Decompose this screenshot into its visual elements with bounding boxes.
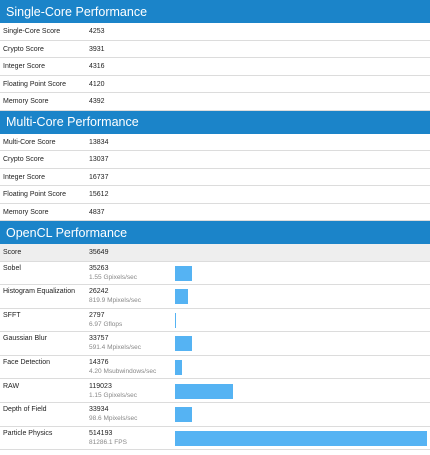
row-label: Integer Score (3, 173, 46, 181)
score-row: Multi-Core Score 13834 (0, 134, 430, 151)
score-bar (175, 312, 177, 328)
score-row: Integer Score 16737 (0, 169, 430, 186)
row-label: Crypto Score (3, 156, 44, 163)
row-score: 35649 (89, 249, 109, 256)
score-bar (175, 359, 183, 375)
score-bar (175, 265, 193, 281)
section-header: OpenCL Performance (0, 221, 430, 244)
score-bar (175, 336, 192, 352)
score-bar (175, 407, 192, 423)
row-score: 4316 (89, 63, 105, 70)
score-row: Memory Score 4837 (0, 204, 430, 221)
score-row: Memory Score 4392 (0, 93, 430, 111)
row-score: 15612 (89, 191, 109, 198)
row-label: Score (3, 249, 22, 256)
score-row: Histogram Equalization 26242 819.9 Mpixels… (0, 285, 430, 309)
score-row: Gaussian Blur 33757 591.4 Mpixels/sec (0, 332, 430, 356)
row-label: RAW (3, 382, 20, 390)
row-label: Floating Point Score (3, 191, 67, 198)
row-label: Particle Physics (3, 429, 53, 437)
summary-row: Score 35649 (0, 244, 430, 262)
score-row: Particle Physics 514193 81286.1 FPS (0, 427, 430, 451)
score-bar (175, 289, 188, 305)
row-detail: 591.4 Mpixels/sec (89, 344, 142, 352)
row-score: 13834 (89, 138, 109, 146)
score-row: Depth of Field 33934 98.6 Mpixels/sec (0, 403, 430, 427)
row-label: Histogram Equalization (3, 288, 75, 296)
score-row: Crypto Score 3931 (0, 41, 430, 58)
row-score: 4392 (89, 98, 105, 105)
row-label: Depth of Field (3, 406, 47, 414)
row-detail: 1.55 Gpixels/sec (89, 273, 138, 281)
row-score: 14376 (89, 358, 109, 366)
row-score: 16737 (89, 173, 109, 181)
row-score: 514193 (89, 429, 113, 437)
row-label: Face Detection (3, 358, 51, 366)
row-label: Gaussian Blur (3, 335, 47, 343)
score-row: RAW 119023 1.15 Gpixels/sec (0, 380, 430, 404)
row-label: SFFT (3, 311, 21, 319)
row-detail: 81286.1 FPS (89, 438, 127, 446)
score-row: Face Detection 14376 4.20 Msubwindows/sec (0, 356, 430, 380)
section-header: Single-Core Performance (0, 0, 430, 23)
row-label: Crypto Score (3, 45, 44, 53)
score-row: Crypto Score 13037 (0, 151, 430, 169)
score-row: Sobel 35263 1.55 Gpixels/sec (0, 262, 430, 286)
row-label: Memory Score (3, 208, 49, 216)
row-score: 33757 (89, 335, 109, 343)
row-label: Memory Score (3, 98, 49, 105)
row-score: 26242 (89, 288, 109, 296)
row-score: 3931 (89, 45, 105, 53)
row-detail: 4.20 Msubwindows/sec (89, 367, 157, 375)
row-score: 4120 (89, 80, 105, 88)
row-detail: 1.15 Gpixels/sec (89, 391, 138, 399)
score-row: Floating Point Score 15612 (0, 186, 430, 204)
score-row: SFFT 2797 6.97 Gflops (0, 309, 430, 333)
score-row: Floating Point Score 4120 (0, 76, 430, 93)
score-row: Integer Score 4316 (0, 58, 430, 76)
row-label: Sobel (3, 264, 21, 272)
row-label: Multi-Core Score (3, 138, 56, 146)
row-score: 119023 (89, 382, 112, 390)
row-label: Floating Point Score (3, 80, 67, 88)
row-score: 2797 (89, 311, 105, 319)
row-score: 13037 (89, 156, 109, 163)
row-score: 4253 (89, 28, 105, 35)
row-detail: 98.6 Mpixels/sec (89, 415, 138, 423)
section-header: Multi-Core Performance (0, 110, 430, 134)
row-score: 33934 (89, 406, 109, 414)
row-score: 35263 (89, 264, 109, 272)
row-label: Integer Score (3, 63, 46, 70)
row-score: 4837 (89, 208, 105, 216)
row-detail: 819.9 Mpixels/sec (89, 297, 142, 305)
score-bar (175, 383, 234, 399)
score-bar (175, 430, 427, 446)
row-label: Single-Core Score (3, 28, 61, 35)
score-row: Single-Core Score 4253 (0, 23, 430, 41)
row-detail: 6.97 Gflops (89, 320, 123, 328)
